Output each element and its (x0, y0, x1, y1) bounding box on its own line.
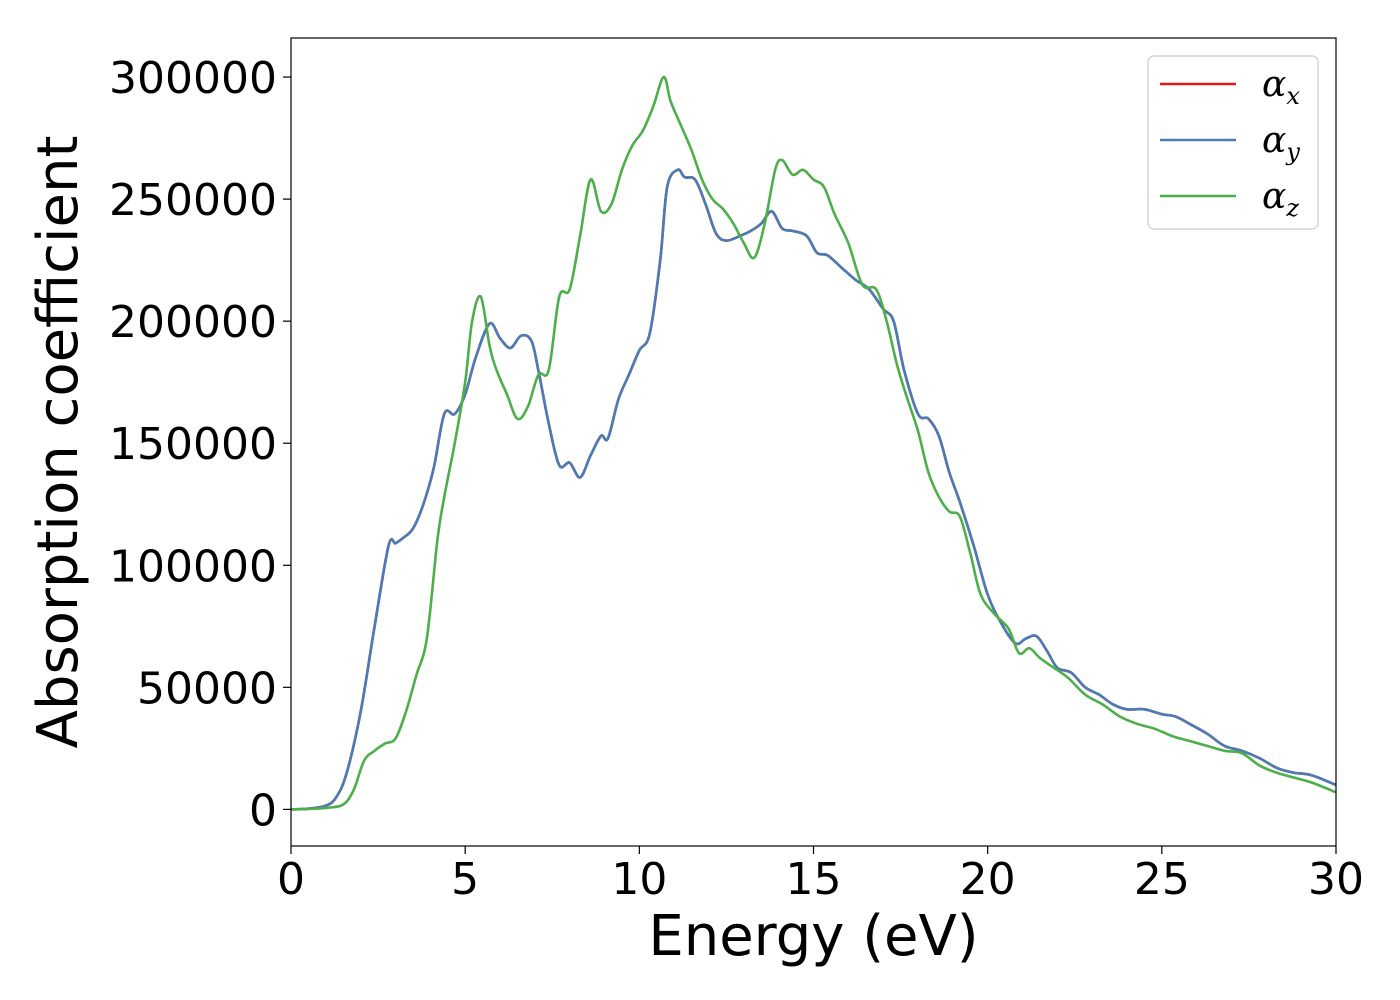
y-tick-label: 0 (249, 785, 277, 836)
y-axis: 0 50000 100000 150000 200000 250000 300000 (109, 53, 291, 836)
y-tick-label: 300000 (109, 53, 277, 104)
series-line-z (290, 75, 1337, 811)
x-tick-label: 5 (451, 854, 479, 905)
x-tick-label: 0 (277, 854, 305, 905)
x-tick-label: 25 (1134, 854, 1190, 905)
y-axis-title: Absorption coefficient (26, 136, 91, 749)
y-tick-label: 50000 (137, 663, 277, 714)
legend: αx αy αz (1147, 55, 1319, 230)
legend-label-y: αy (1262, 120, 1300, 166)
x-axis: 0 5 10 15 20 25 30 (277, 846, 1364, 905)
y-tick-label: 200000 (109, 297, 277, 348)
legend-box (1147, 55, 1319, 230)
legend-label-x: αx (1262, 64, 1300, 110)
series-layer (290, 75, 1337, 811)
series-line-y (290, 168, 1337, 811)
x-tick-label: 20 (960, 854, 1016, 905)
y-tick-label: 150000 (109, 419, 277, 470)
y-tick-label: 100000 (109, 541, 277, 592)
x-tick-label: 15 (786, 854, 842, 905)
y-tick-label: 250000 (109, 175, 277, 226)
x-axis-title: Energy (eV) (648, 904, 978, 969)
x-tick-label: 10 (611, 854, 667, 905)
x-tick-label: 30 (1308, 854, 1364, 905)
legend-label-z: αz (1262, 176, 1299, 222)
